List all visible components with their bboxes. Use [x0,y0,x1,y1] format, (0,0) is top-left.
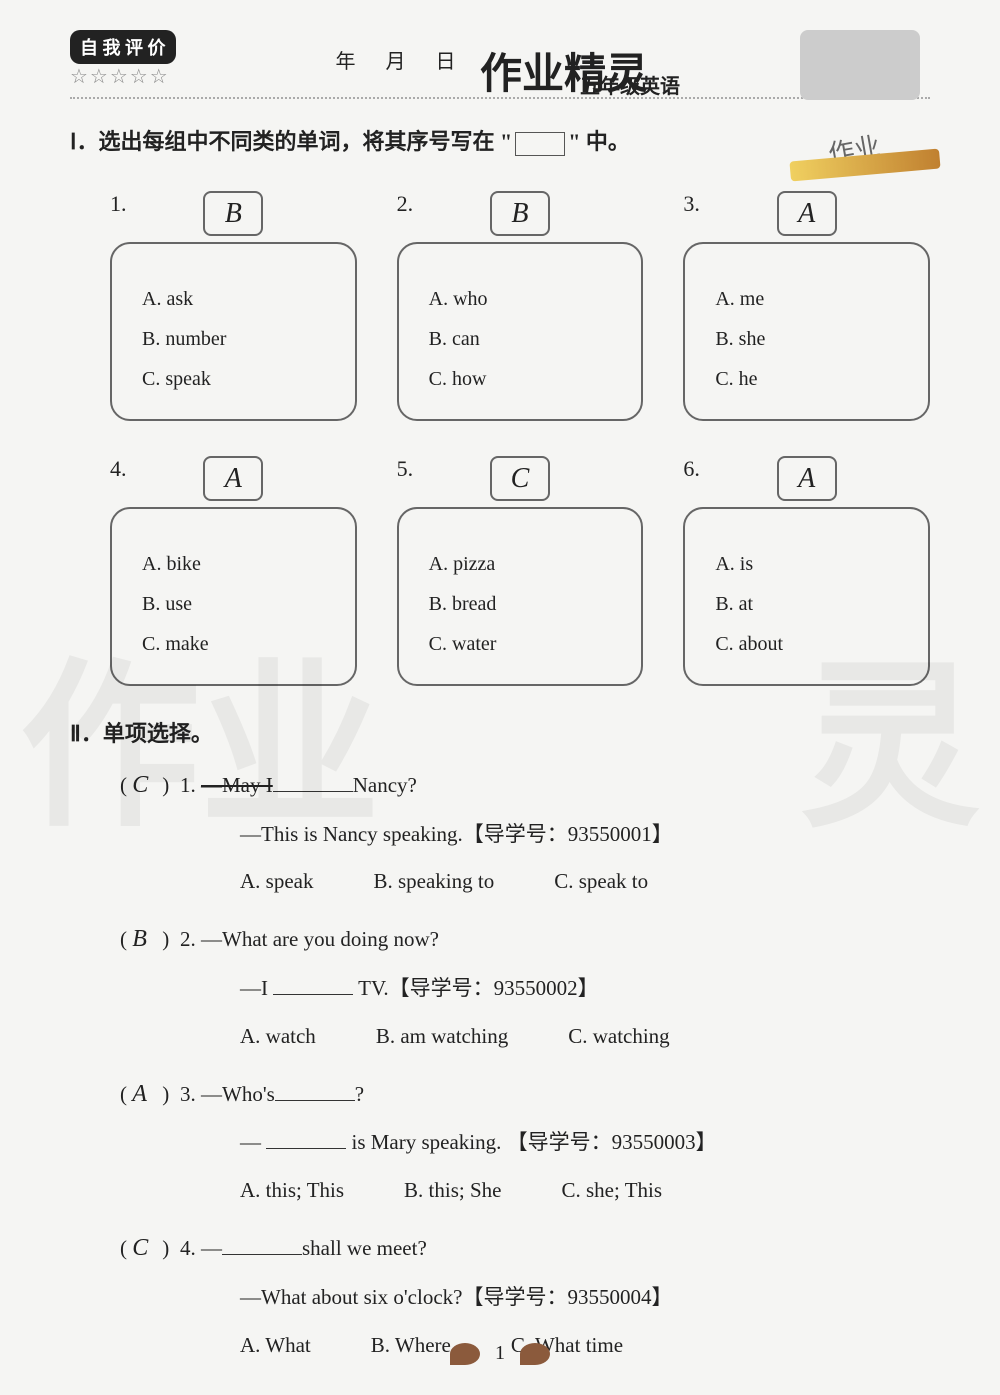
fill-blank[interactable] [273,772,353,792]
answer-box-icon [515,132,565,156]
card-body: A. me B. she C. he [683,242,930,421]
option: C. he [705,359,908,399]
mc-item-1: ( C) 1. —May I Nancy? —This is Nancy spe… [120,763,930,902]
card-1: 1. B A. ask B. number C. speak [110,176,357,421]
card-3: 3. A A. me B. she C. he [683,176,930,421]
header-illustration [800,30,920,100]
answer-tab[interactable]: A [777,191,837,236]
q-text: —Who's [201,1075,275,1115]
grade-label: 五年级英语 [580,70,680,99]
answer-tab[interactable]: B [490,191,550,236]
option: A. this; This [240,1171,344,1211]
q-line2: —What about six o'clock?【导学号：93550004】 [240,1278,930,1318]
option: B. use [132,584,335,624]
option: C. speak [132,359,335,399]
option: A. pizza [419,544,622,584]
option: B. this; She [404,1171,501,1211]
day-label: 日 [436,45,456,74]
fill-blank[interactable] [266,1129,346,1149]
fill-blank[interactable] [222,1235,302,1255]
year-label: 年 [336,45,356,74]
card-body: A. who B. can C. how [397,242,644,421]
option: C. how [419,359,622,399]
q-num: 2. [180,920,196,960]
card-body: A. pizza B. bread C. water [397,507,644,686]
card-body: A. is B. at C. about [683,507,930,686]
option: A. speak [240,862,313,902]
option: C. speak to [554,862,648,902]
option: A. me [705,279,908,319]
option: B. speaking to [373,862,494,902]
q-text: —What are you doing now? [201,920,439,960]
q-line2: —This is Nancy speaking.【导学号：93550001】 [240,815,930,855]
mc-item-3: ( A) 3. —Who's ? — is Mary speaking. 【导学… [120,1072,930,1211]
answer-tab[interactable]: B [203,191,263,236]
footer: 1 [0,1342,1000,1365]
option: B. she [705,319,908,359]
answer-tab[interactable]: A [777,456,837,501]
fill-blank[interactable] [273,975,353,995]
card-2: 2. B A. who B. can C. how [397,176,644,421]
option: B. can [419,319,622,359]
section2-title: Ⅱ．单项选择。 [70,716,930,748]
option: A. who [419,279,622,319]
option: A. bike [132,544,335,584]
q-text: shall we meet? [302,1229,427,1269]
option: C. about [705,624,908,664]
q-text: — [201,1229,222,1269]
options-row: A. this; This B. this; She C. she; This [240,1171,930,1211]
option: C. she; This [561,1171,662,1211]
option: C. water [419,624,622,664]
answer-paren[interactable]: ( B) [120,917,180,963]
option: A. is [705,544,908,584]
answer-paren[interactable]: ( C) [120,763,180,809]
q-num: 1. [180,766,196,806]
q-line2: —I TV.【导学号：93550002】 [240,969,930,1009]
options-row: A. watch B. am watching C. watching [240,1017,930,1057]
option: B. at [705,584,908,624]
q-line2: — is Mary speaking. 【导学号：93550003】 [240,1123,930,1163]
option: B. bread [419,584,622,624]
date-row: 年 月 日 [336,45,456,74]
q-text: ? [355,1075,364,1115]
self-eval-badge: 自 我 评 价 [70,30,176,64]
month-label: 月 [386,45,406,74]
card-body: A. bike B. use C. make [110,507,357,686]
card-6: 6. A A. is B. at C. about [683,441,930,686]
q-text: —May I [201,766,273,806]
option: B. am watching [376,1017,508,1057]
cards-grid: 1. B A. ask B. number C. speak 2. B A. w… [110,176,930,686]
fill-blank[interactable] [275,1081,355,1101]
card-4: 4. A A. bike B. use C. make [110,441,357,686]
option: B. number [132,319,335,359]
q-num: 3. [180,1075,196,1115]
answer-paren[interactable]: ( A) [120,1072,180,1118]
option: C. make [132,624,335,664]
option: C. watching [568,1017,669,1057]
card-body: A. ask B. number C. speak [110,242,357,421]
bird-icon [450,1343,480,1365]
options-row: A. speak B. speaking to C. speak to [240,862,930,902]
mc-item-2: ( B) 2. —What are you doing now? —I TV.【… [120,917,930,1056]
section1-title: Ⅰ．选出每组中不同类的单词，将其序号写在 "" 中。 [70,124,930,156]
stars-rating: ☆☆☆☆☆ [70,64,176,89]
answer-paren[interactable]: ( C) [120,1226,180,1272]
section2: Ⅱ．单项选择。 ( C) 1. —May I Nancy? —This is N… [70,716,930,1366]
option: A. ask [132,279,335,319]
answer-tab[interactable]: C [490,456,550,501]
q-num: 4. [180,1229,196,1269]
q-text: Nancy? [353,766,417,806]
page-number: 1 [495,1342,505,1364]
bird-icon [520,1343,550,1365]
answer-tab[interactable]: A [203,456,263,501]
card-5: 5. C A. pizza B. bread C. water [397,441,644,686]
option: A. watch [240,1017,316,1057]
